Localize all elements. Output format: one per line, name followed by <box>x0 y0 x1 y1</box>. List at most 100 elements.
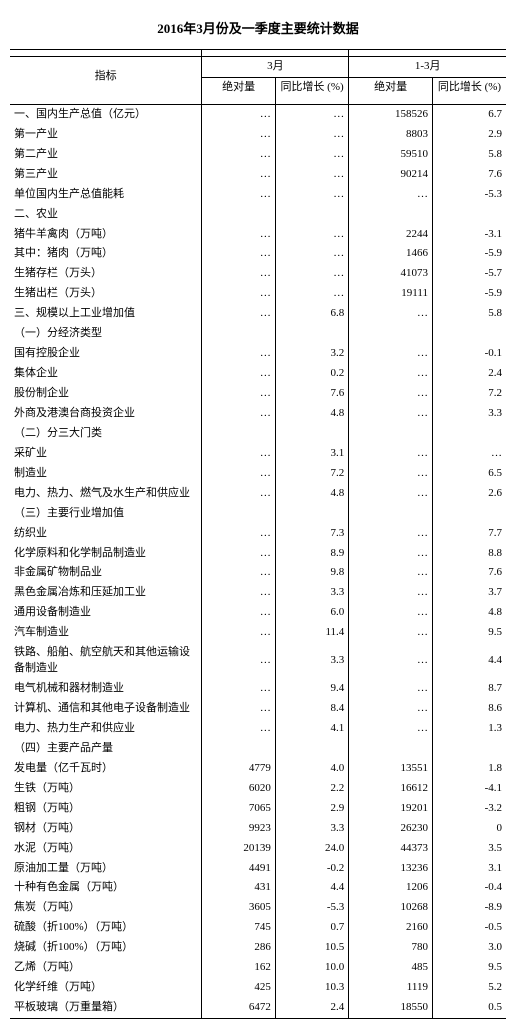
table-row: 电力、热力生产和供应业…4.1…1.3 <box>10 719 506 739</box>
row-quarter-abs: … <box>349 185 433 205</box>
table-row: 生铁（万吨）60202.216612-4.1 <box>10 779 506 799</box>
row-label: 制造业 <box>10 464 202 484</box>
row-month-yoy: 4.8 <box>275 404 348 424</box>
row-label: 通用设备制造业 <box>10 603 202 623</box>
table-row: 国有控股企业…3.2…-0.1 <box>10 344 506 364</box>
row-month-abs: … <box>202 623 275 643</box>
row-month-yoy: … <box>275 225 348 245</box>
row-quarter-abs: 59510 <box>349 145 433 165</box>
row-month-yoy: 2.9 <box>275 799 348 819</box>
table-row: 原油加工量（万吨）4491-0.2132363.1 <box>10 859 506 879</box>
header-quarter: 1-3月 <box>349 57 506 78</box>
row-quarter-yoy <box>432 739 506 759</box>
table-row: 硫酸（折100%）（万吨）7450.72160-0.5 <box>10 918 506 938</box>
row-label: 电力、热力、燃气及水生产和供应业 <box>10 484 202 504</box>
row-month-abs: 7065 <box>202 799 275 819</box>
row-label: 纺织业 <box>10 524 202 544</box>
row-label: 硫酸（折100%）（万吨） <box>10 918 202 938</box>
table-row: 黑色金属冶炼和压延加工业…3.3…3.7 <box>10 583 506 603</box>
table-row: 外商及港澳台商投资企业…4.8…3.3 <box>10 404 506 424</box>
row-quarter-abs: … <box>349 603 433 623</box>
row-quarter-abs: 16612 <box>349 779 433 799</box>
row-label: （四）主要产品产量 <box>10 739 202 759</box>
row-quarter-yoy: 7.6 <box>432 563 506 583</box>
row-quarter-abs: … <box>349 719 433 739</box>
row-month-abs: … <box>202 104 275 124</box>
row-quarter-abs: 44373 <box>349 839 433 859</box>
row-month-abs: 425 <box>202 978 275 998</box>
row-label: （二）分三大门类 <box>10 424 202 444</box>
row-month-yoy: … <box>275 104 348 124</box>
row-month-abs: 431 <box>202 878 275 898</box>
table-row: 非金属矿物制品业…9.8…7.6 <box>10 563 506 583</box>
row-quarter-abs: … <box>349 563 433 583</box>
row-month-yoy: 7.2 <box>275 464 348 484</box>
row-month-abs: … <box>202 643 275 679</box>
row-month-abs: … <box>202 264 275 284</box>
row-quarter-yoy: 3.1 <box>432 859 506 879</box>
row-quarter-abs: 41073 <box>349 264 433 284</box>
table-row: 一、国内生产总值（亿元）……1585266.7 <box>10 104 506 124</box>
row-month-abs: … <box>202 244 275 264</box>
row-month-yoy: -0.2 <box>275 859 348 879</box>
table-row: 十种有色金属（万吨）4314.41206-0.4 <box>10 878 506 898</box>
row-quarter-yoy: 4.4 <box>432 643 506 679</box>
row-label: 其中：猪肉（万吨） <box>10 244 202 264</box>
row-quarter-yoy: -5.7 <box>432 264 506 284</box>
table-row: 汽车制造业…11.4…9.5 <box>10 623 506 643</box>
table-row: 钢材（万吨）99233.3262300 <box>10 819 506 839</box>
row-month-abs: … <box>202 384 275 404</box>
table-row: （一）分经济类型 <box>10 324 506 344</box>
row-month-yoy: … <box>275 264 348 284</box>
row-quarter-yoy: -8.9 <box>432 898 506 918</box>
row-quarter-yoy: 7.7 <box>432 524 506 544</box>
row-month-yoy: 4.1 <box>275 719 348 739</box>
row-month-abs: 9923 <box>202 819 275 839</box>
table-row: 采矿业…3.1…… <box>10 444 506 464</box>
row-month-yoy <box>275 504 348 524</box>
row-month-abs: 745 <box>202 918 275 938</box>
row-month-abs: … <box>202 719 275 739</box>
row-month-yoy: 8.4 <box>275 699 348 719</box>
row-quarter-yoy: 5.8 <box>432 304 506 324</box>
row-month-abs: … <box>202 344 275 364</box>
row-quarter-abs: … <box>349 364 433 384</box>
row-month-abs: 3605 <box>202 898 275 918</box>
row-quarter-yoy: 8.8 <box>432 544 506 564</box>
row-quarter-yoy: 0 <box>432 819 506 839</box>
table-row: 平板玻璃（万重量箱）64722.4185500.5 <box>10 998 506 1018</box>
row-quarter-yoy: 5.8 <box>432 145 506 165</box>
row-quarter-yoy: 5.2 <box>432 978 506 998</box>
row-month-abs: 4491 <box>202 859 275 879</box>
row-month-abs: … <box>202 444 275 464</box>
table-row: 烧碱（折100%）（万吨）28610.57803.0 <box>10 938 506 958</box>
row-month-abs: 162 <box>202 958 275 978</box>
row-quarter-abs: … <box>349 544 433 564</box>
row-label: 外商及港澳台商投资企业 <box>10 404 202 424</box>
row-quarter-abs: 485 <box>349 958 433 978</box>
row-month-yoy <box>275 324 348 344</box>
row-month-yoy: 9.8 <box>275 563 348 583</box>
row-month-yoy: … <box>275 185 348 205</box>
row-quarter-yoy <box>432 324 506 344</box>
table-row: 集体企业…0.2…2.4 <box>10 364 506 384</box>
row-label: （一）分经济类型 <box>10 324 202 344</box>
row-quarter-yoy: 3.3 <box>432 404 506 424</box>
row-month-abs: … <box>202 304 275 324</box>
row-month-yoy: 8.9 <box>275 544 348 564</box>
row-month-abs: 6020 <box>202 779 275 799</box>
row-month-yoy: 4.0 <box>275 759 348 779</box>
table-row: 铁路、船舶、航空航天和其他运输设备制造业…3.3…4.4 <box>10 643 506 679</box>
row-quarter-abs: 1466 <box>349 244 433 264</box>
row-month-yoy: 11.4 <box>275 623 348 643</box>
row-label: 铁路、船舶、航空航天和其他运输设备制造业 <box>10 643 202 679</box>
table-row: 制造业…7.2…6.5 <box>10 464 506 484</box>
row-month-abs: 6472 <box>202 998 275 1018</box>
table-row: 粗钢（万吨）70652.919201-3.2 <box>10 799 506 819</box>
row-month-abs <box>202 739 275 759</box>
row-quarter-abs: 18550 <box>349 998 433 1018</box>
row-quarter-yoy: 8.7 <box>432 679 506 699</box>
row-month-abs: … <box>202 484 275 504</box>
row-month-yoy: 4.8 <box>275 484 348 504</box>
row-month-abs: 4779 <box>202 759 275 779</box>
